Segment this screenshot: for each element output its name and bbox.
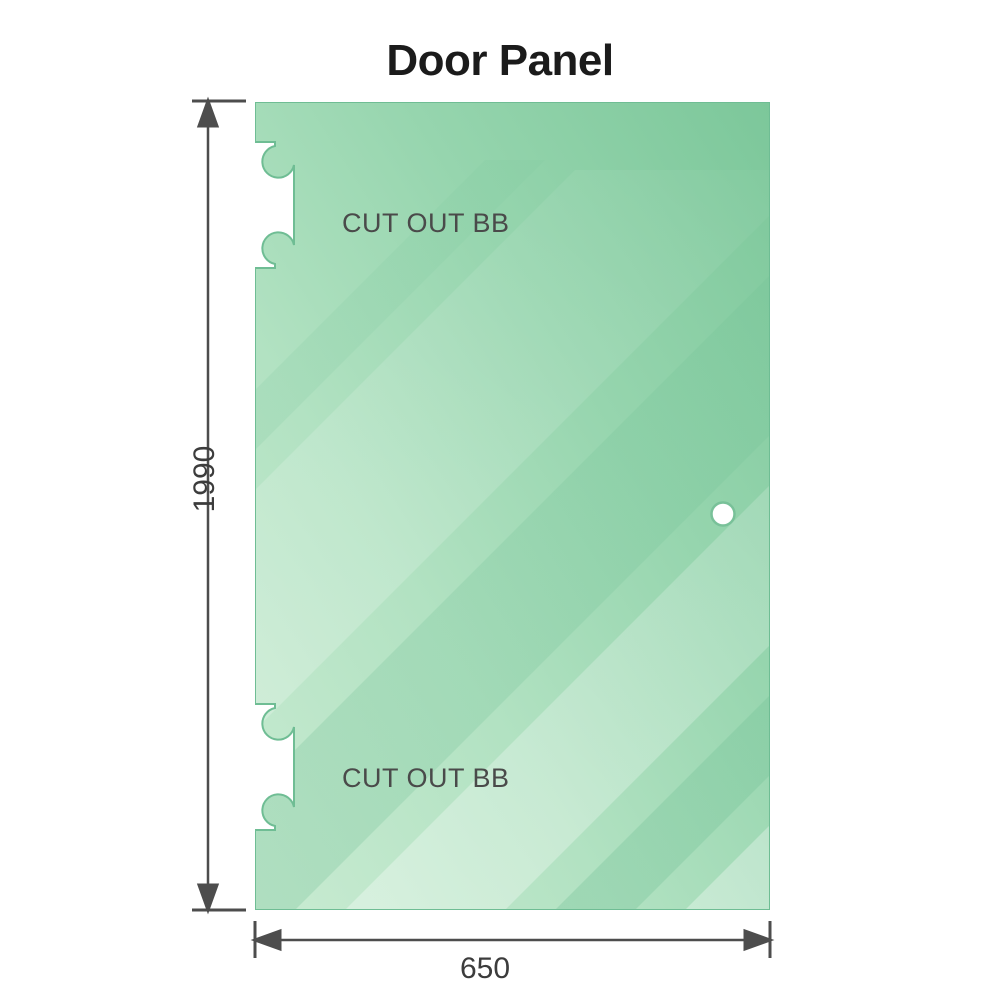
handle-hole-icon xyxy=(710,501,736,527)
width-arrow-left-icon xyxy=(250,928,282,952)
glass-door-panel xyxy=(255,102,770,910)
height-dimension-label: 1990 xyxy=(188,445,221,513)
panel-outline xyxy=(255,102,770,910)
cutout-label-bottom: CUT OUT BB xyxy=(342,763,510,793)
height-arrow-up-icon xyxy=(196,96,220,128)
height-arrow-down-icon xyxy=(196,883,220,915)
width-arrow-right-icon xyxy=(743,928,775,952)
page-title: Door Panel xyxy=(386,36,614,85)
glass-reflection-bands xyxy=(255,160,770,910)
panel-graphic xyxy=(255,102,770,910)
width-dimension-label: 650 xyxy=(459,952,511,985)
cutout-label-top: CUT OUT BB xyxy=(342,208,510,238)
